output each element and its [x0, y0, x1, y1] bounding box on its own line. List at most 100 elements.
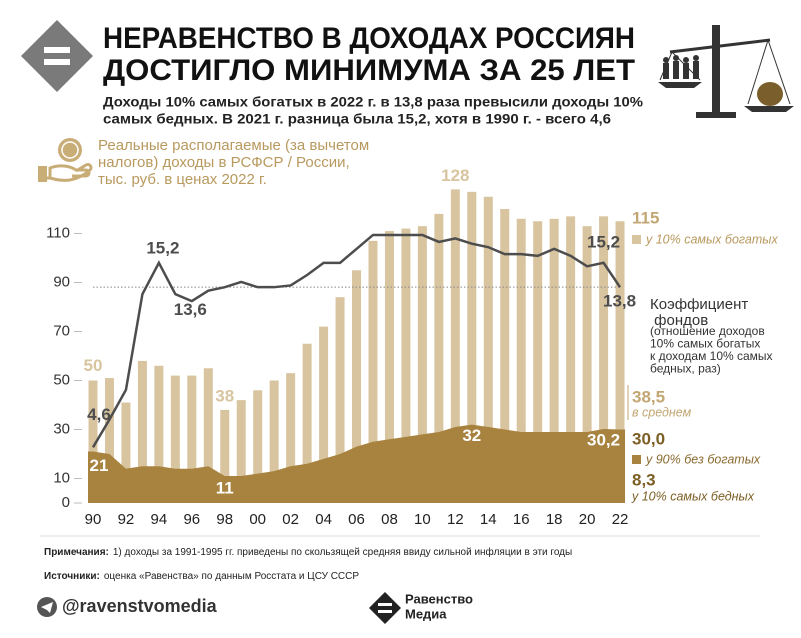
bar — [384, 231, 394, 504]
bar — [253, 390, 263, 503]
legend-label: у 10% самых богатых — [645, 232, 778, 246]
annotation-value: 8,3 — [632, 470, 656, 489]
value-label: 15,2 — [587, 232, 620, 251]
title: ДОСТИГЛО МИНИМУМА ЗА 25 ЛЕТ — [103, 54, 635, 87]
x-tick-label: 08 — [381, 511, 398, 528]
x-tick-label: 02 — [282, 511, 299, 528]
bar — [220, 409, 230, 503]
value-label: 13,8 — [603, 291, 636, 310]
value-label: 30,0 — [632, 429, 665, 448]
y-tick-label: 50 — [53, 371, 70, 388]
bar — [401, 228, 411, 503]
bar — [286, 373, 296, 503]
title: НЕРАВЕНСТВО В ДОХОДАХ РОССИЯН — [103, 22, 635, 55]
x-tick-label: 18 — [546, 511, 563, 528]
note-label: Источники: — [44, 571, 100, 582]
bar — [516, 218, 526, 504]
x-tick-label: 12 — [447, 511, 464, 528]
x-tick-label: 00 — [249, 511, 266, 528]
bar — [467, 191, 477, 503]
legend-description: бедных, раз) — [650, 362, 721, 376]
value-label: 50 — [84, 356, 103, 375]
y-tick-label: 90 — [53, 273, 70, 290]
bar — [549, 218, 559, 504]
bar — [533, 221, 543, 503]
value-label: 21 — [90, 456, 109, 475]
x-tick-label: 90 — [85, 511, 102, 528]
y-tick-label: 10 — [53, 469, 70, 486]
handle: @ravenstvomedia — [62, 596, 218, 616]
x-tick-label: 96 — [183, 511, 200, 528]
value-label: 15,2 — [146, 238, 179, 257]
logo-text: Медиа — [405, 606, 447, 621]
bar — [121, 402, 131, 503]
bar — [417, 226, 427, 503]
y-tick-label: 30 — [53, 420, 70, 437]
bar — [203, 368, 213, 503]
bar — [335, 297, 345, 503]
value-label: 4,6 — [87, 405, 111, 424]
y-tick-label: 70 — [53, 322, 70, 339]
bar — [170, 375, 180, 503]
value-label: 13,6 — [174, 300, 207, 319]
legend-label: у 90% без богатых — [645, 452, 761, 466]
bar — [483, 196, 493, 503]
axis-note: Реальные располагаемые (за вычетом — [98, 137, 369, 154]
legend-label: Коэффициент фондов — [650, 296, 748, 329]
bar — [236, 400, 246, 503]
bar — [302, 343, 312, 503]
ratio-line — [91, 233, 622, 448]
axis-note: налогов) доходы в РСФСР / России, — [98, 154, 350, 171]
annotation-value: 38,5 — [632, 387, 665, 406]
bar — [582, 226, 592, 503]
bar — [352, 270, 362, 503]
x-tick-label: 94 — [151, 511, 168, 528]
logo-icon — [21, 20, 93, 92]
legend-swatch — [632, 235, 641, 244]
legend-label-line: фондов — [650, 312, 708, 329]
x-tick-label: 10 — [414, 511, 431, 528]
y-tick-label: 0 — [62, 494, 70, 511]
area — [88, 424, 626, 503]
bar — [104, 378, 114, 503]
value-label: 115 — [632, 208, 659, 227]
legend-label-line: Коэффициент — [650, 296, 748, 313]
legend-description: 10% самых богатых — [650, 337, 760, 351]
value-label: 38 — [215, 386, 234, 405]
bar — [615, 221, 625, 503]
bar — [500, 209, 510, 503]
bar — [319, 326, 329, 503]
subtitle: Доходы 10% самых богатых в 2022 г. в 13,… — [103, 94, 644, 110]
note: Источники: оценка «Равенства» по данным Р… — [44, 571, 359, 582]
bar — [187, 375, 197, 503]
bar — [566, 216, 576, 503]
value-label: 128 — [441, 166, 469, 185]
bar — [599, 216, 609, 503]
x-tick-label: 22 — [612, 511, 629, 528]
telegram-icon — [37, 597, 57, 617]
value-label: 11 — [216, 479, 234, 498]
annotation-text: у 10% самых бедных — [631, 489, 755, 503]
x-tick-label: 04 — [315, 511, 332, 528]
x-tick-label: 14 — [480, 511, 497, 528]
scales-icon — [658, 25, 794, 118]
legend-description: (отношение доходов — [650, 324, 765, 338]
bar — [269, 380, 279, 503]
bar — [450, 189, 460, 503]
note-label: Примечания: — [44, 547, 109, 558]
note-text: 1) доходы за 1991-1995 гг. приведены по … — [113, 546, 572, 558]
bar — [88, 380, 98, 503]
bar — [154, 365, 164, 503]
x-tick-label: 98 — [216, 511, 233, 528]
bar — [434, 213, 444, 503]
bar — [368, 240, 378, 503]
bar — [137, 360, 147, 503]
logo-text: Равенство — [405, 591, 473, 606]
x-tick-label: 20 — [579, 511, 596, 528]
legend-description: к доходам 10% самых — [650, 349, 773, 363]
note-text: оценка «Равенства» по данным Росстата и … — [104, 571, 360, 582]
x-tick-label: 92 — [118, 511, 135, 528]
note: Примечания: 1) доходы за 1991-1995 гг. пр… — [44, 546, 572, 558]
footer-logo-icon — [369, 592, 401, 624]
